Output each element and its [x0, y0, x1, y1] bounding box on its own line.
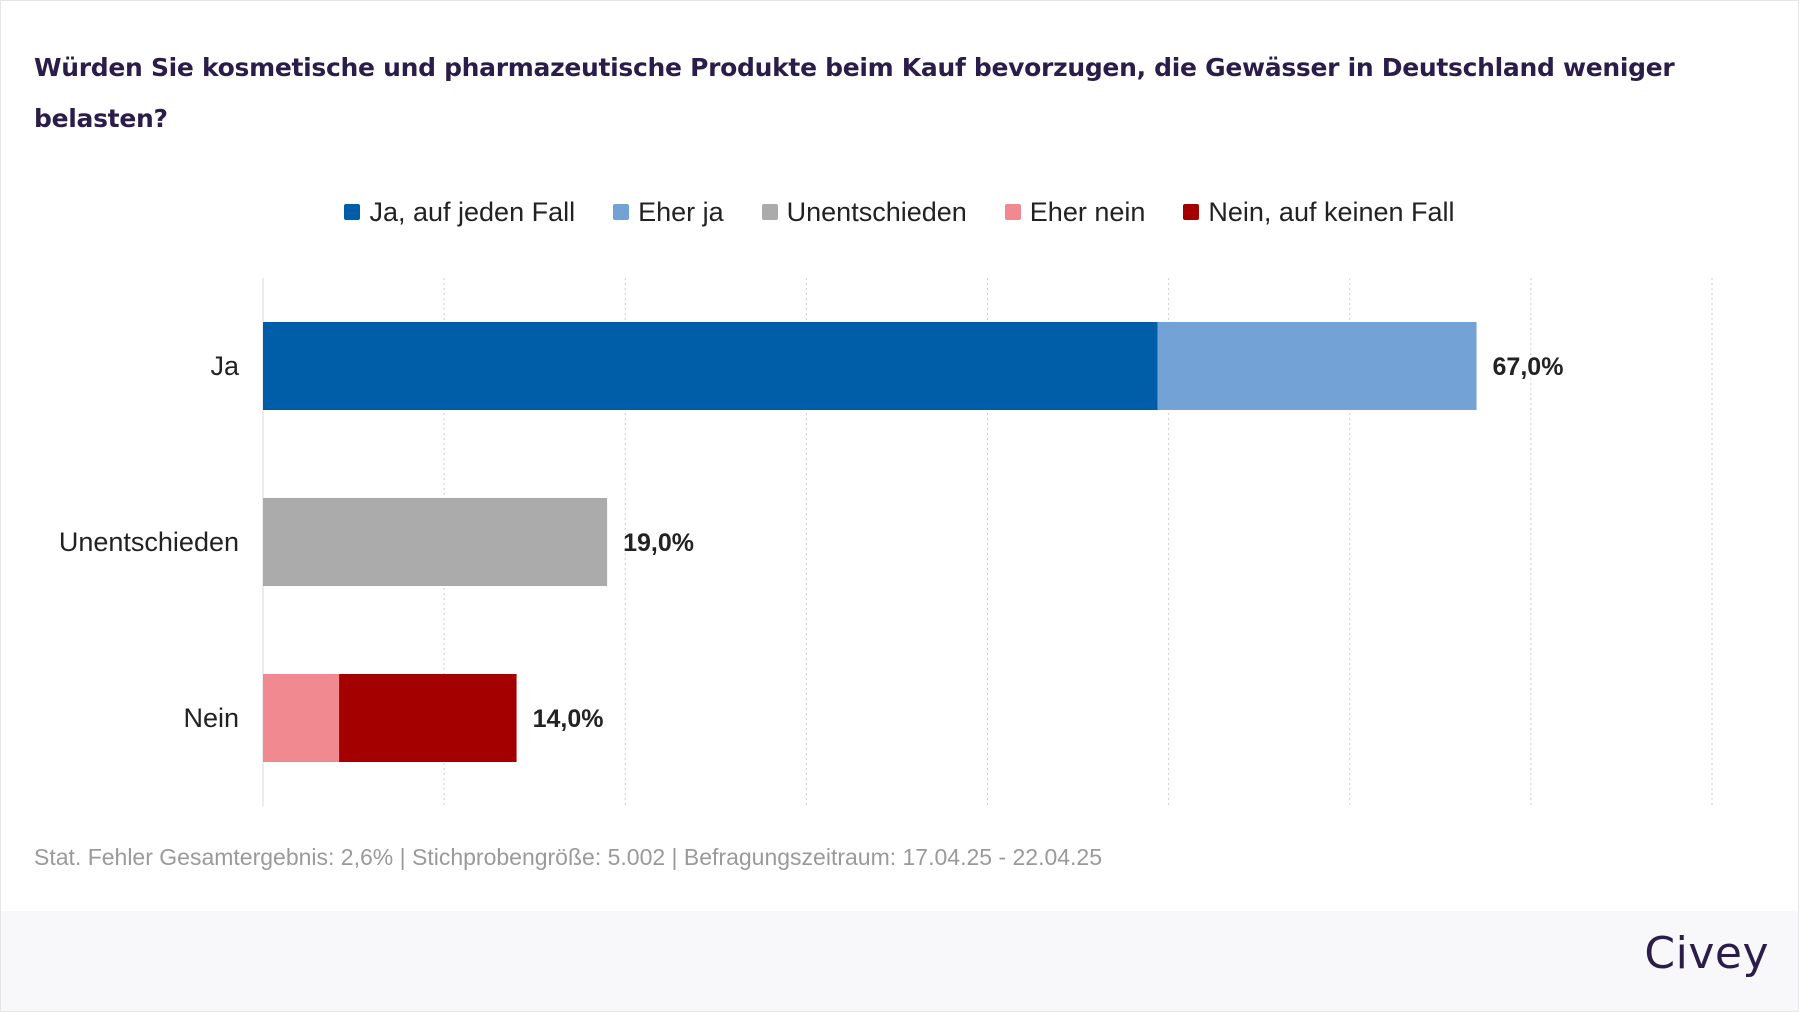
legend-label: Nein, auf keinen Fall [1208, 196, 1455, 227]
legend-swatch [761, 204, 778, 220]
bar-segment [263, 674, 340, 762]
bar-segment [1157, 322, 1477, 410]
total-data-label: 14,0% [533, 705, 604, 733]
category-label: Unentschieden [59, 527, 239, 557]
bar-chart: Ja 67,0% Unentschieden 19,0% Nein 14,0% [59, 278, 1713, 806]
chart-footnote: Stat. Fehler Gesamtergebnis: 2,6% | Stic… [34, 844, 1103, 870]
chart-legend: Ja, auf jeden Fall Eher ja Unentschieden… [0, 192, 1799, 232]
legend-label: Unentschieden [786, 196, 967, 227]
brand-logo: Civey [1644, 928, 1769, 979]
legend-swatch [344, 204, 361, 220]
legend-item-eher-ja: Eher ja [613, 197, 724, 228]
legend-item-nein-auf-keinen-fall: Nein, auf keinen Fall [1183, 196, 1455, 228]
bar-segment [263, 498, 608, 586]
legend-label: Ja, auf jeden Fall [369, 196, 576, 227]
total-data-label: 19,0% [623, 529, 694, 557]
legend-label: Eher ja [638, 196, 724, 227]
legend-swatch [613, 204, 630, 220]
category-label: Ja [210, 351, 240, 381]
bar-segment [263, 322, 1158, 410]
legend-item-eher-nein: Eher nein [1004, 196, 1146, 228]
legend-label: Eher nein [1029, 196, 1146, 227]
category-label: Nein [183, 703, 239, 733]
total-data-label: 67,0% [1493, 353, 1564, 381]
bar-segment [339, 674, 517, 762]
legend-item-unentschieden: Unentschieden [761, 196, 967, 228]
footer-band [1, 911, 1798, 1011]
legend-item-ja-auf-jeden-fall: Ja, auf jeden Fall [344, 197, 575, 228]
legend-swatch [1183, 204, 1200, 220]
legend-swatch [1004, 204, 1021, 220]
chart-title: Würden Sie kosmetische und pharmazeutisc… [34, 53, 1675, 133]
